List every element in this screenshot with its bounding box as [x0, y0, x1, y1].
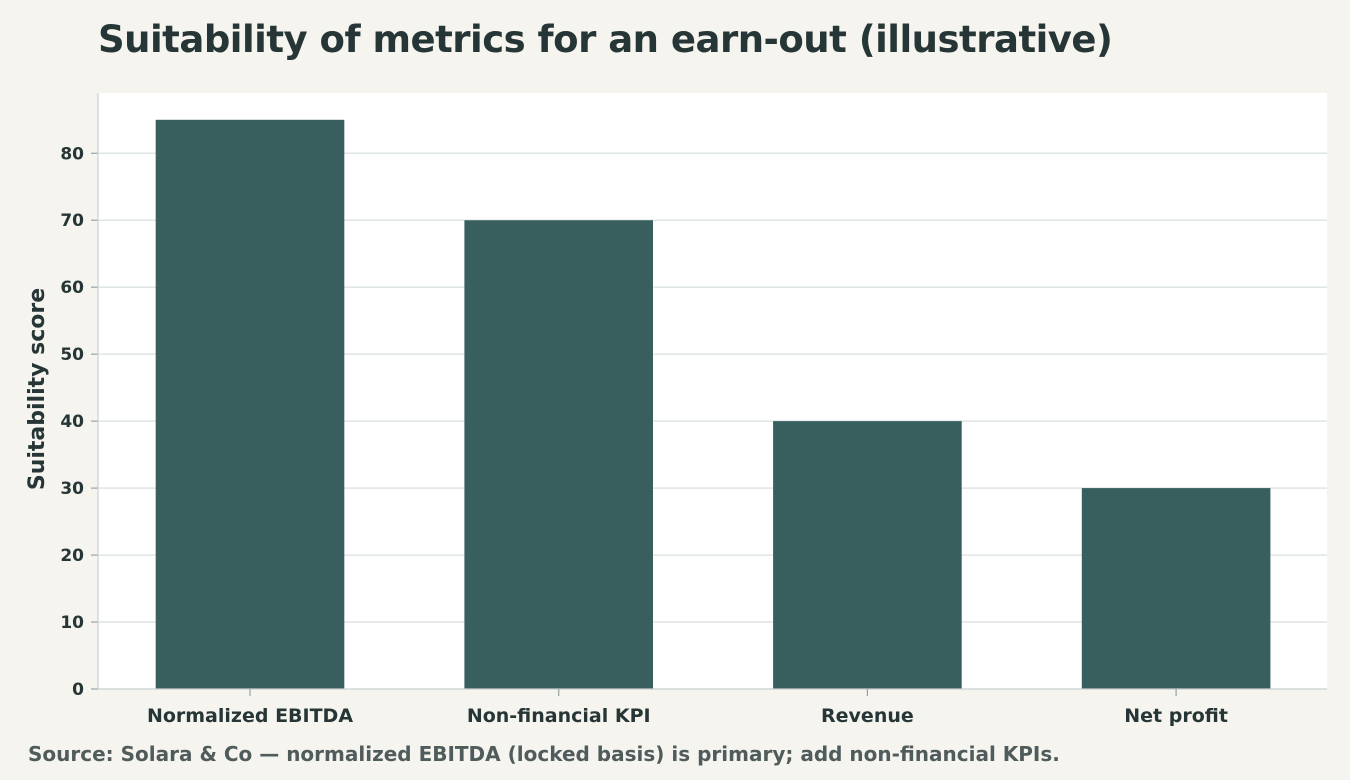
y-tick-label: 20	[60, 546, 84, 566]
y-tick-label: 40	[60, 412, 84, 432]
y-axis-title: Suitability score	[25, 288, 50, 490]
y-tick-label: 80	[60, 144, 84, 164]
y-tick-label: 50	[60, 345, 84, 365]
y-tick-label: 70	[60, 211, 84, 231]
bar	[773, 421, 962, 689]
x-category-label: Revenue	[821, 705, 914, 727]
chart-title: Suitability of metrics for an earn-out (…	[98, 18, 1113, 61]
y-tick-label: 60	[60, 278, 84, 298]
bar	[155, 119, 345, 690]
bars	[155, 119, 1271, 690]
bar	[464, 220, 654, 689]
x-category-label: Net profit	[1124, 705, 1228, 727]
axes: 0 10 20 30 40 50 60 70 80 Normalized EBITDA Non-fi…	[60, 93, 1327, 727]
x-category-label: Normalized EBITDA	[147, 705, 353, 727]
x-category-label: Non-financial KPI	[467, 705, 651, 727]
y-tick-label: 30	[60, 479, 84, 499]
bar	[1081, 488, 1271, 689]
y-tick-label: 10	[60, 613, 84, 633]
source-note: Source: Solara & Co — normalized EBITDA …	[28, 742, 1060, 766]
y-tick-label: 0	[72, 680, 84, 700]
